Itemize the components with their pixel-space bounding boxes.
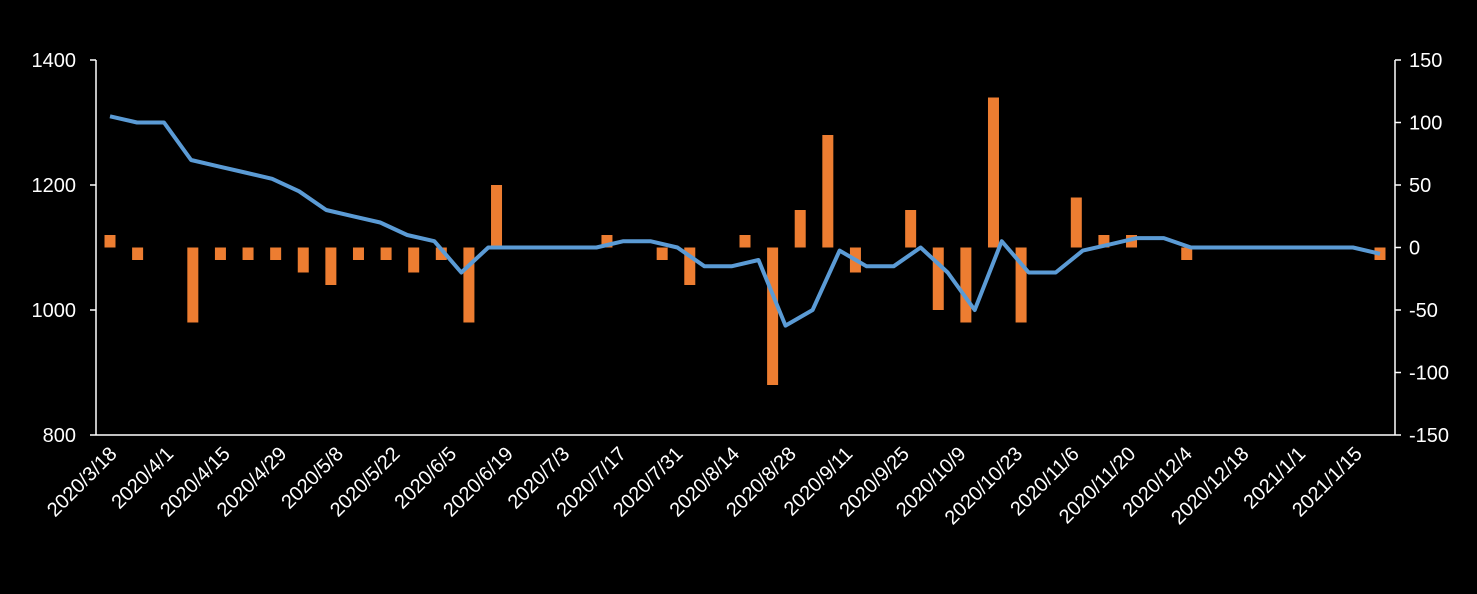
bar [960, 247, 972, 323]
bar [270, 247, 282, 260]
bar [739, 235, 751, 248]
left-tick-label: 1000 [32, 300, 77, 322]
bar [601, 235, 613, 248]
bar [463, 247, 475, 323]
right-tick-label: 50 [1409, 175, 1431, 197]
bar [1015, 247, 1027, 323]
right-tick-label: -150 [1409, 425, 1449, 447]
right-tick-label: 150 [1409, 50, 1442, 72]
bar [767, 247, 779, 385]
left-tick-label: 1200 [32, 175, 77, 197]
bar [794, 210, 806, 248]
bar-series [104, 97, 1386, 385]
x-axis-ticks: 2020/3/182020/4/12020/4/152020/4/292020/… [43, 443, 1367, 529]
bar [187, 247, 199, 323]
right-tick-label: 100 [1409, 113, 1442, 135]
line-series [109, 114, 1381, 328]
left-tick-label: 1400 [32, 50, 77, 72]
bar [1070, 197, 1082, 248]
bar [242, 247, 254, 260]
bar [491, 185, 503, 248]
bar [352, 247, 364, 260]
bar [987, 97, 999, 248]
bar [132, 247, 144, 260]
right-tick-label: 0 [1409, 238, 1420, 260]
bar [656, 247, 668, 260]
right-tick-label: -50 [1409, 300, 1438, 322]
bar [435, 247, 447, 260]
bar [104, 235, 116, 248]
bar [297, 247, 309, 273]
bar [1098, 235, 1110, 248]
bar [905, 210, 917, 248]
x-tick-label: 2020/3/18 [43, 443, 121, 521]
bar [408, 247, 420, 273]
bar [214, 247, 226, 260]
left-tick-label: 800 [43, 425, 76, 447]
left-axis-ticks: 800 1000 1200 1400 [32, 50, 96, 447]
right-axis-ticks: -150 -100 -50 0 50 100 150 [1395, 50, 1449, 447]
bar [684, 247, 696, 285]
bar [380, 247, 392, 260]
bar [932, 247, 944, 310]
right-tick-label: -100 [1409, 363, 1449, 385]
bar [325, 247, 337, 285]
series-line [109, 114, 1381, 328]
bar [1181, 247, 1193, 260]
bar [822, 135, 834, 248]
